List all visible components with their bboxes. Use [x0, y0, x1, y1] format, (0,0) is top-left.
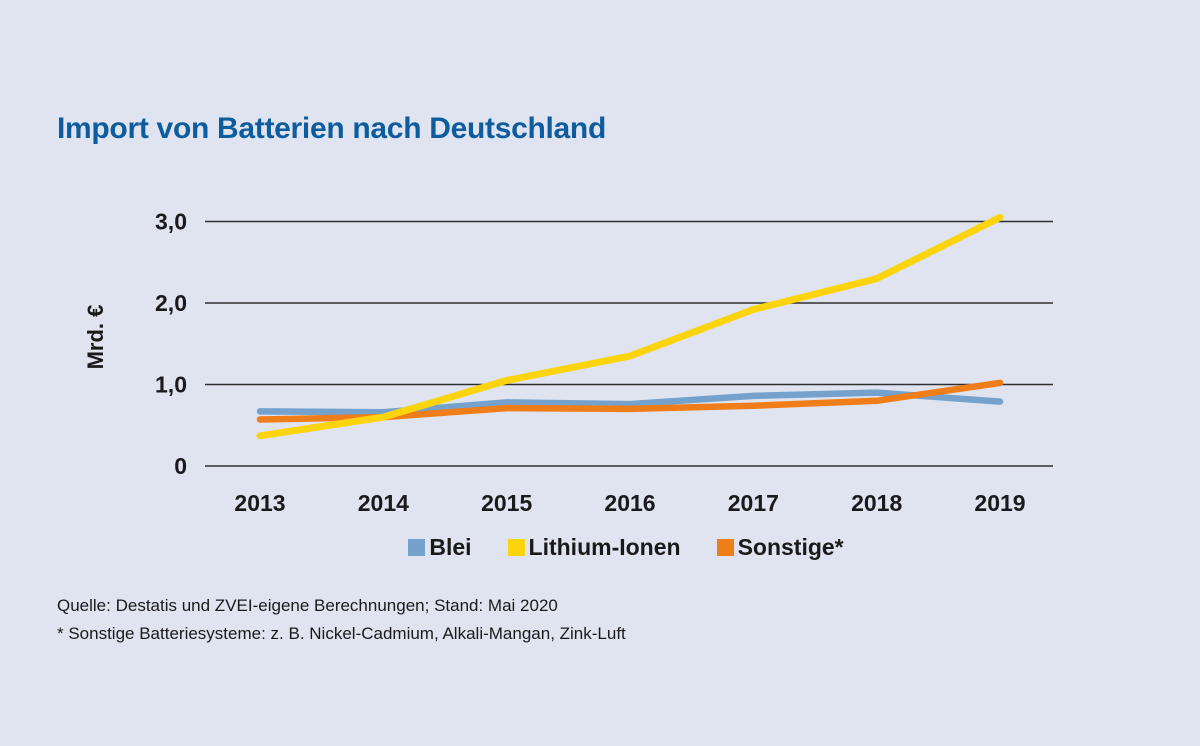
- legend-item: Sonstige*: [716, 534, 844, 561]
- y-tick-label: 3,0: [155, 209, 187, 235]
- y-axis-label: Mrd. €: [83, 305, 108, 370]
- y-tick-label: 0: [174, 453, 187, 479]
- line-chart: 0 1,0 2,0 3,0 Mrd. € 2013 2014 2015 2016 2017 2018…: [83, 209, 1053, 516]
- series-line-lithium-ionen: [256, 213, 1004, 440]
- legend-swatch: [507, 539, 525, 556]
- legend-label: Lithium-Ionen: [528, 534, 681, 560]
- x-tick-label: 2016: [604, 490, 655, 516]
- y-tick-label: 1,0: [155, 372, 187, 398]
- legend-swatch: [716, 539, 734, 556]
- footnote: * Sonstige Batteriesysteme: z. B. Nickel…: [57, 624, 626, 643]
- x-tick-label: 2017: [728, 490, 779, 516]
- x-tick-label: 2014: [358, 490, 409, 516]
- source-note: Quelle: Destatis und ZVEI-eigene Berechn…: [57, 596, 558, 615]
- x-tick-label: 2019: [974, 490, 1025, 516]
- x-tick-label: 2015: [481, 490, 532, 516]
- series-line-blei: [256, 389, 1004, 416]
- chart-title: Import von Batterien nach Deutschland: [57, 112, 606, 145]
- legend-label: Blei: [429, 534, 472, 560]
- legend-item: Lithium-Ionen: [507, 534, 681, 561]
- chart-legend: Blei Lithium-Ionen Sonstige*: [26, 534, 1200, 561]
- y-tick-label: 2,0: [155, 290, 187, 316]
- x-tick-label: 2018: [851, 490, 902, 516]
- legend-label: Sonstige*: [737, 534, 844, 560]
- legend-swatch: [408, 539, 426, 556]
- legend-item: Blei: [408, 534, 472, 561]
- x-tick-label: 2013: [234, 490, 285, 516]
